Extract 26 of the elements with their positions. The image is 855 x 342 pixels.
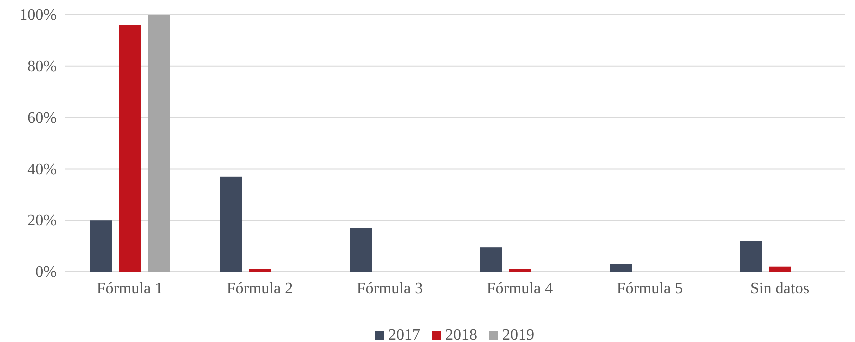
x-tick-label: Fórmula 5: [616, 280, 684, 298]
bar: [480, 248, 502, 272]
bar: [90, 220, 112, 272]
bar: [740, 241, 762, 272]
legend-label: 2018: [446, 327, 478, 342]
bar: [769, 266, 791, 272]
bar: [220, 176, 242, 272]
y-tick-label: 40%: [28, 161, 57, 178]
bar: [249, 269, 271, 272]
bar: [148, 15, 170, 272]
x-tick-label: Fórmula 2: [226, 280, 294, 298]
x-tick-label: Sin datos: [750, 280, 810, 298]
y-tick-label: 0%: [36, 264, 57, 282]
legend-label: 2017: [388, 327, 420, 342]
bar: [350, 228, 372, 272]
y-tick-label: 80%: [28, 58, 57, 76]
bar: [119, 25, 141, 272]
y-tick-label: 100%: [20, 7, 57, 24]
x-tick-label: Fórmula 1: [96, 280, 164, 298]
y-tick-label: 20%: [28, 212, 57, 230]
x-tick-label: Fórmula 3: [356, 280, 424, 298]
bar: [509, 269, 531, 272]
legend-label: 2019: [502, 327, 534, 342]
y-tick-label: 60%: [28, 110, 57, 127]
bar: [610, 264, 632, 272]
x-tick-label: Fórmula 4: [486, 280, 554, 298]
